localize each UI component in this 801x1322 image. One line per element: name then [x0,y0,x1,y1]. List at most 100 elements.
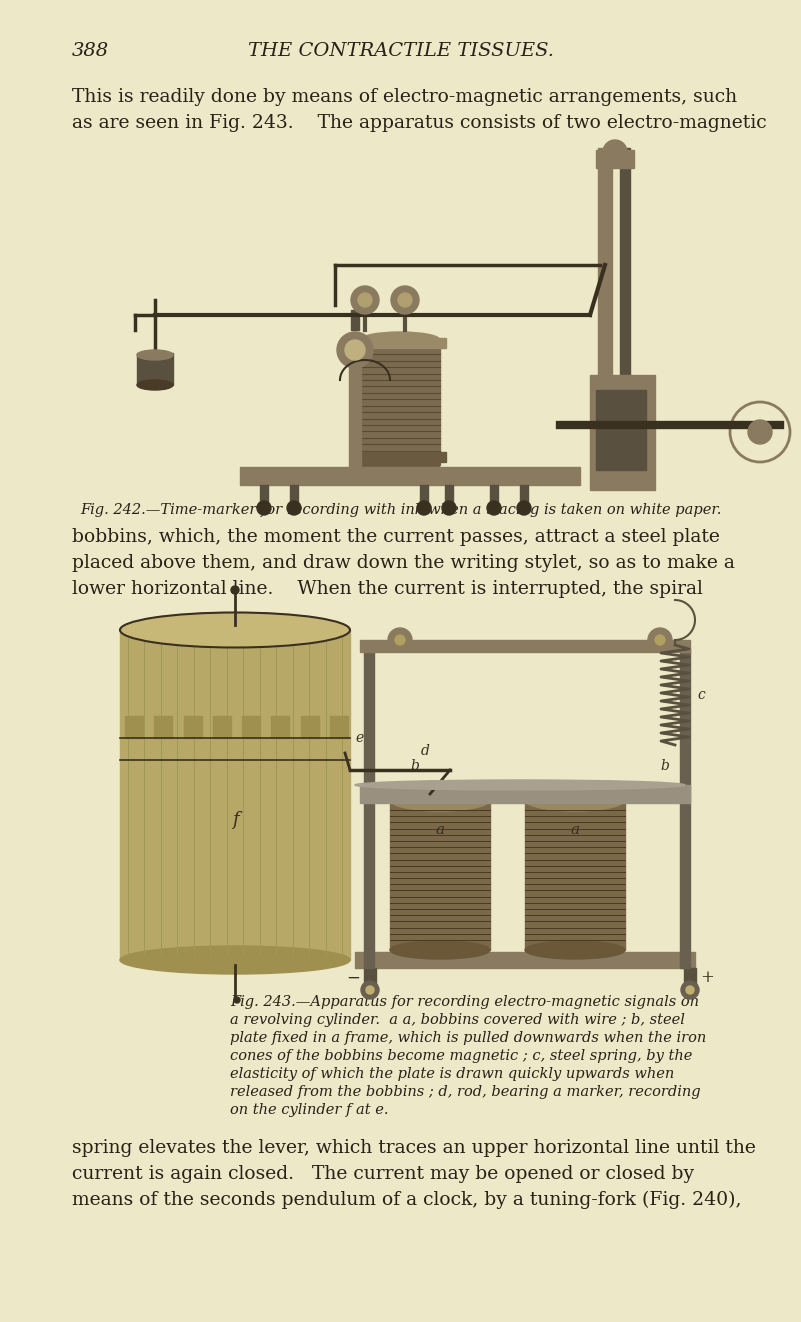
Circle shape [398,293,412,307]
Circle shape [351,286,379,315]
Text: c: c [697,687,705,702]
Circle shape [257,501,271,516]
Bar [351,309,359,330]
Circle shape [442,501,456,516]
Bar [420,485,428,505]
Bar [680,648,690,968]
Bar [445,485,453,505]
Bar [596,149,634,168]
Bar [137,353,173,385]
Circle shape [487,501,501,516]
Text: This is readily done by means of electro-magnetic arrangements, such: This is readily done by means of electro… [72,89,737,106]
Text: Fig. 243.—Apparatus for recording electro-magnetic signals on: Fig. 243.—Apparatus for recording electr… [230,995,699,1009]
Text: elasticity of which the plate is drawn quickly upwards when: elasticity of which the plate is drawn q… [230,1067,674,1081]
Bar [330,717,348,738]
Circle shape [388,628,412,652]
Bar [490,485,498,505]
Bar [684,968,696,990]
Text: d: d [421,744,429,758]
Text: −: − [346,969,360,986]
Text: e: e [355,731,363,746]
Text: current is again closed.   The current may be opened or closed by: current is again closed. The current may… [72,1165,694,1183]
Bar [155,717,172,738]
Text: released from the bobbins ; d, rod, bearing a marker, recording: released from the bobbins ; d, rod, bear… [230,1085,701,1099]
Bar [590,375,655,490]
Bar [349,344,361,484]
Text: means of the seconds pendulum of a clock, by a tuning-fork (Fig. 240),: means of the seconds pendulum of a clock… [72,1191,742,1210]
Bar [620,148,630,480]
Text: Fig. 242.—Time-marker for recording with ink when a tracing is taken on white pa: Fig. 242.—Time-marker for recording with… [80,502,722,517]
Bar [525,800,625,951]
Text: cones of the bobbins become magnetic ; c, steel spring, by the: cones of the bobbins become magnetic ; c… [230,1048,692,1063]
Ellipse shape [120,947,350,974]
Bar [290,485,298,505]
Circle shape [337,332,373,368]
Circle shape [395,635,405,645]
Ellipse shape [355,780,685,791]
Bar [596,389,636,399]
Text: placed above them, and draw down the writing stylet, so as to make a: placed above them, and draw down the wri… [72,554,735,572]
Ellipse shape [360,457,440,473]
Bar [260,485,268,505]
Text: a: a [436,824,445,837]
Ellipse shape [525,789,625,810]
Text: as are seen in Fig. 243.    The apparatus consists of two electro-magnetic: as are seen in Fig. 243. The apparatus c… [72,114,767,132]
Bar [272,717,289,738]
Text: f: f [231,810,239,829]
Circle shape [287,501,301,516]
Bar [355,952,695,968]
Bar [390,800,490,951]
Bar [596,475,636,484]
Bar [364,648,374,968]
Bar [360,640,690,652]
Circle shape [361,981,379,999]
Circle shape [417,501,431,516]
Text: spring elevates the lever, which traces an upper horizontal line until the: spring elevates the lever, which traces … [72,1140,756,1157]
Circle shape [648,628,672,652]
Text: a revolving cylinder.  a a, bobbins covered with wire ; b, steel: a revolving cylinder. a a, bobbins cover… [230,1013,685,1027]
Bar [598,148,612,480]
Circle shape [655,635,665,645]
Circle shape [366,986,374,994]
Text: plate fixed in a frame, which is pulled downwards when the iron: plate fixed in a frame, which is pulled … [230,1031,706,1044]
Bar [360,785,690,802]
Circle shape [748,420,772,444]
Circle shape [358,293,372,307]
Bar [596,390,646,471]
Bar [596,453,636,464]
Bar [183,717,202,738]
Circle shape [517,501,531,516]
Bar [354,338,446,348]
Text: on the cylinder f at e.: on the cylinder f at e. [230,1103,388,1117]
Bar [242,717,260,738]
Circle shape [391,286,419,315]
Bar [520,485,528,505]
Circle shape [686,986,694,994]
Ellipse shape [120,612,350,648]
Bar [300,717,319,738]
Circle shape [681,981,699,999]
Bar [360,340,440,465]
Circle shape [234,997,240,1003]
Bar [596,412,636,422]
Ellipse shape [390,789,490,810]
Text: bobbins, which, the moment the current passes, attract a steel plate: bobbins, which, the moment the current p… [72,527,720,546]
Text: THE CONTRACTILE TISSUES.: THE CONTRACTILE TISSUES. [248,42,554,59]
Text: +: + [700,969,714,986]
Circle shape [345,340,365,360]
Text: lower horizontal line.    When the current is interrupted, the spiral: lower horizontal line. When the current … [72,580,702,598]
Ellipse shape [390,941,490,958]
Ellipse shape [137,379,173,390]
Ellipse shape [360,332,440,348]
Circle shape [603,140,627,164]
Bar [120,631,350,960]
Bar [125,717,143,738]
Ellipse shape [137,350,173,360]
Bar [240,467,580,485]
Bar [354,452,446,461]
Bar [213,717,231,738]
Text: b: b [661,759,670,773]
Ellipse shape [525,941,625,958]
Bar [364,968,376,990]
Bar [596,434,636,444]
